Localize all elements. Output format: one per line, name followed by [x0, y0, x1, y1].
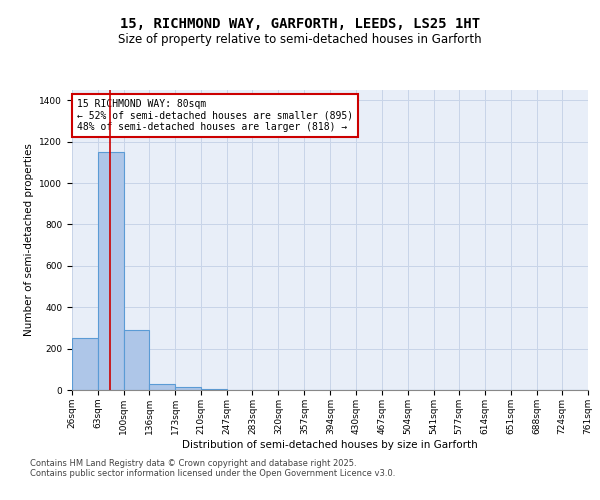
Text: 15, RICHMOND WAY, GARFORTH, LEEDS, LS25 1HT: 15, RICHMOND WAY, GARFORTH, LEEDS, LS25 …: [120, 18, 480, 32]
Text: 15 RICHMOND WAY: 80sqm
← 52% of semi-detached houses are smaller (895)
48% of se: 15 RICHMOND WAY: 80sqm ← 52% of semi-det…: [77, 99, 353, 132]
Text: Size of property relative to semi-detached houses in Garforth: Size of property relative to semi-detach…: [118, 32, 482, 46]
Bar: [98, 152, 124, 390]
Y-axis label: Number of semi-detached properties: Number of semi-detached properties: [24, 144, 34, 336]
Bar: [149, 384, 175, 390]
Bar: [175, 387, 201, 390]
Text: Contains HM Land Registry data © Crown copyright and database right 2025.: Contains HM Land Registry data © Crown c…: [30, 458, 356, 468]
X-axis label: Distribution of semi-detached houses by size in Garforth: Distribution of semi-detached houses by …: [182, 440, 478, 450]
Bar: [124, 330, 149, 390]
Text: Contains public sector information licensed under the Open Government Licence v3: Contains public sector information licen…: [30, 468, 395, 477]
Bar: [201, 389, 227, 390]
Bar: [72, 338, 98, 390]
